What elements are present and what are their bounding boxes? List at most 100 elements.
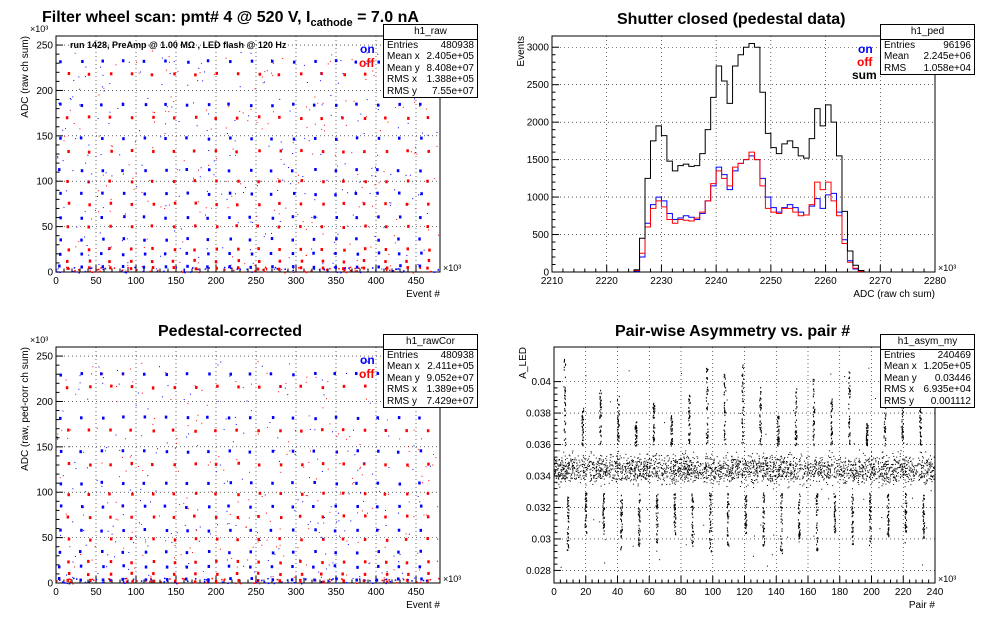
asym-point <box>821 464 823 466</box>
point-off <box>407 116 410 120</box>
point-noise <box>133 188 135 190</box>
asym-point <box>873 469 875 471</box>
point-noise <box>323 517 325 519</box>
asym-point <box>643 469 645 471</box>
point-noise <box>176 169 178 171</box>
asym-point <box>827 472 829 474</box>
point-off <box>300 179 304 183</box>
asym-point <box>733 473 735 475</box>
asym-point <box>585 469 587 471</box>
point-on <box>80 216 83 220</box>
asym-point <box>776 471 778 473</box>
asym-point <box>895 467 897 469</box>
asym-point <box>852 473 854 475</box>
asym-point <box>657 479 659 481</box>
point-on <box>249 265 252 269</box>
asym-point <box>745 470 747 472</box>
point-noise <box>69 446 71 448</box>
asym-point <box>899 459 901 461</box>
point-on <box>142 481 146 485</box>
point-noise <box>292 153 294 155</box>
asym-point <box>694 472 696 474</box>
point-noise <box>196 420 198 422</box>
point-baseline <box>292 269 294 272</box>
asym-point <box>888 479 890 481</box>
point-on <box>165 578 169 582</box>
asym-point <box>626 459 628 461</box>
asym-point <box>680 468 682 470</box>
point-on <box>376 481 380 485</box>
point-on <box>377 238 380 242</box>
asym-point <box>840 461 842 463</box>
asym-point <box>860 468 862 470</box>
point-noise <box>119 154 121 156</box>
point-noise <box>272 63 274 65</box>
point-off <box>279 573 282 577</box>
point-on <box>376 416 379 420</box>
asym-point <box>779 475 781 477</box>
point-off <box>108 247 111 251</box>
point-noise <box>166 442 168 444</box>
asym-point <box>784 469 786 471</box>
point-noise <box>117 519 119 521</box>
asym-point <box>928 458 930 460</box>
asym-point <box>781 461 783 463</box>
asym-point <box>839 464 841 466</box>
point-noise <box>155 490 157 492</box>
asym-point <box>896 475 898 477</box>
asym-point <box>764 469 766 471</box>
point-off <box>341 428 345 432</box>
point-off <box>278 201 281 205</box>
asym-point <box>697 474 699 476</box>
asym-point <box>752 460 754 462</box>
point-baseline <box>349 269 352 272</box>
asym-point <box>631 459 633 461</box>
point-noise <box>147 200 149 202</box>
point-baseline <box>384 578 387 581</box>
asym-point <box>725 457 727 459</box>
asym-point <box>714 467 716 469</box>
point-noise <box>126 238 128 240</box>
asym-streak-point <box>568 512 570 514</box>
point-off <box>151 492 155 496</box>
asym-point <box>731 456 733 458</box>
asym-point <box>924 469 926 471</box>
point-baseline <box>389 580 391 583</box>
point-noise <box>139 500 141 502</box>
point-noise <box>57 268 59 270</box>
asym-point <box>929 462 931 464</box>
point-on <box>208 505 211 509</box>
point-on <box>314 371 317 375</box>
asym-point <box>674 473 676 475</box>
asym-point <box>610 456 612 458</box>
point-noise <box>339 493 341 495</box>
asym-point <box>751 467 753 469</box>
point-baseline <box>126 581 129 583</box>
asym-point <box>714 469 716 471</box>
asym-point <box>756 470 758 472</box>
asym-point <box>871 468 873 470</box>
asym-point <box>722 473 724 475</box>
point-noise <box>69 97 71 99</box>
asym-point <box>675 460 677 462</box>
asym-point <box>800 467 802 469</box>
asym-point <box>561 464 563 466</box>
asym-point <box>750 461 752 463</box>
asym-point <box>633 475 635 477</box>
asym-point <box>554 470 556 472</box>
point-noise <box>147 475 149 477</box>
point-on <box>291 528 295 532</box>
point-on <box>207 168 211 172</box>
asym-point <box>571 459 573 461</box>
asym-point <box>816 464 818 466</box>
asym-point <box>688 464 690 466</box>
asym-point <box>630 467 632 469</box>
asym-point <box>707 470 709 472</box>
asym-point <box>672 453 674 455</box>
point-noise <box>247 120 249 122</box>
asym-point <box>672 459 674 461</box>
asym-point <box>653 460 655 462</box>
point-on <box>377 215 380 219</box>
asym-point <box>747 455 749 457</box>
stats-row: Mean x 2.405e+05 <box>384 51 477 63</box>
